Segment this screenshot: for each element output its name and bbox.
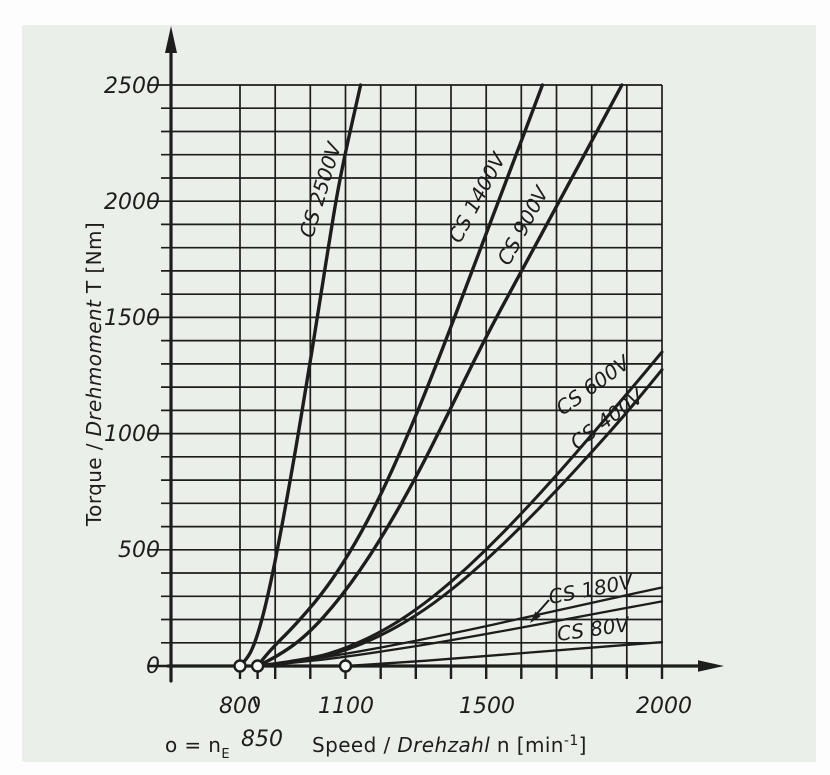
ytick-1500: 1500 [104, 306, 160, 331]
curve-cs-80v [344, 640, 664, 668]
curve-cs-180v [256, 586, 664, 668]
engagement-legend: o = nE [165, 733, 230, 762]
curve-cs-2500v [238, 83, 363, 668]
engagement-marker-850 [250, 659, 265, 673]
xtick-800: 800 [219, 694, 261, 719]
y-axis-arrow-icon [165, 26, 177, 53]
curves-layer [238, 83, 664, 668]
curve-label-cs-80v: CS 80V [555, 612, 631, 646]
grid-layer [148, 84, 664, 679]
engagement-marker-800 [233, 659, 247, 673]
xtick-1100: 1100 [318, 694, 374, 719]
ytick-2000: 2000 [104, 190, 160, 215]
ytick-2500: 2500 [104, 74, 160, 99]
curve-cs-1400v [255, 83, 545, 668]
y-axis-title: Torque / Drehmoment T [Nm] [82, 222, 106, 527]
tick-850-connector [252, 696, 258, 708]
xtick-2000: 2000 [636, 694, 692, 719]
ytick-1000: 1000 [104, 422, 160, 447]
ytick-0: 0 [146, 654, 160, 679]
curve-cs-900v [255, 83, 624, 668]
engagement-marker-1100 [338, 659, 353, 673]
xtick-1500: 1500 [459, 694, 515, 719]
curve-cs-600v [256, 350, 664, 668]
x-axis-title: Speed / Drehzahl n [min-1] [312, 733, 587, 757]
xtick-850: 850 [241, 727, 283, 752]
x-axis-arrow-icon [698, 660, 724, 672]
curve-cs-180v-lower-line [256, 600, 664, 668]
ytick-500: 500 [118, 538, 160, 563]
curve-cs-400v [256, 368, 664, 668]
engagement-markers-layer [233, 659, 353, 673]
